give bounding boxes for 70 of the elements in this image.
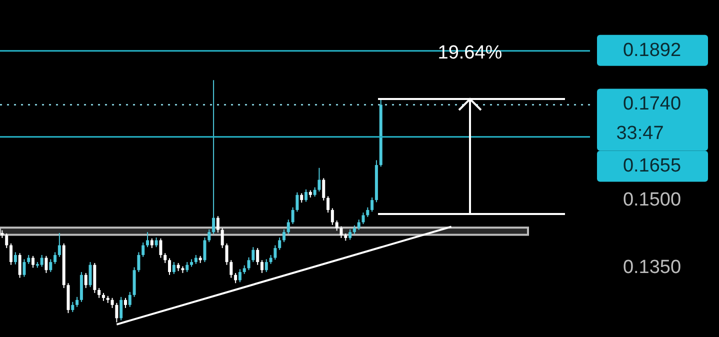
candlestick xyxy=(300,192,304,204)
candlestick xyxy=(146,232,149,248)
candlestick xyxy=(208,228,211,243)
candlestick xyxy=(274,244,277,260)
candlestick xyxy=(260,260,264,274)
candlestick xyxy=(88,262,92,288)
text: 33:47 xyxy=(616,123,664,144)
candlestick xyxy=(247,256,250,271)
candlestick xyxy=(154,237,158,248)
candlestick xyxy=(252,246,255,263)
candlestick xyxy=(49,258,52,273)
candlestick xyxy=(216,216,220,234)
candlestick xyxy=(22,258,26,278)
candlestick xyxy=(230,260,233,278)
candlestick xyxy=(340,226,343,238)
candlestick xyxy=(84,272,88,289)
candlestick xyxy=(150,238,154,249)
candlestick xyxy=(362,212,365,225)
candlestick xyxy=(40,254,44,268)
candlestick xyxy=(304,188,308,202)
candlestick xyxy=(313,186,316,198)
candlestick xyxy=(264,258,268,273)
candlestick xyxy=(278,237,282,250)
candlestick xyxy=(18,252,22,278)
candlestick xyxy=(54,252,57,264)
candlestick xyxy=(44,255,48,274)
candlestick xyxy=(335,220,338,232)
candlestick xyxy=(32,255,35,268)
candlestick xyxy=(124,297,127,308)
candlestick xyxy=(220,228,224,249)
candlestick xyxy=(58,232,61,258)
candlestick xyxy=(348,228,352,240)
candlestick xyxy=(5,232,8,249)
candlestick xyxy=(318,167,321,192)
ref-line-label: 0.1892 xyxy=(622,40,682,61)
candlestick xyxy=(366,206,370,218)
candlestick xyxy=(120,296,123,321)
candlestick xyxy=(76,296,79,308)
candlestick xyxy=(225,242,228,266)
candlestick xyxy=(256,248,260,266)
candlestick xyxy=(98,288,101,298)
candlestick xyxy=(238,268,242,283)
candlestick xyxy=(330,208,334,226)
ref-line-label: 0.1740 xyxy=(622,94,682,115)
candlestick xyxy=(10,242,13,266)
candlestick xyxy=(291,206,294,225)
candlestick xyxy=(164,252,167,264)
candlestick xyxy=(286,219,290,234)
candlestick xyxy=(234,272,238,284)
candlestick xyxy=(296,192,299,212)
candlestick xyxy=(186,262,189,273)
candlestick xyxy=(110,297,114,308)
candlestick xyxy=(203,237,206,263)
candlestick xyxy=(357,219,360,230)
candlestick xyxy=(142,242,145,258)
candlestick xyxy=(14,252,17,265)
candlestick xyxy=(128,291,132,308)
candlestick xyxy=(137,252,140,273)
candlestick xyxy=(282,228,286,243)
candlestick xyxy=(326,196,330,214)
candlestick xyxy=(71,301,74,313)
candlestick xyxy=(322,178,326,201)
candlestick xyxy=(370,196,374,212)
ref-line-label: 0.1655 xyxy=(622,156,682,177)
candlestick xyxy=(172,262,176,274)
y-tick-label: 0.1500 xyxy=(622,190,682,211)
y-tick-label: 0.1350 xyxy=(622,257,682,278)
candlestick xyxy=(159,238,162,258)
candlestick xyxy=(168,258,172,276)
candlestick xyxy=(212,80,216,234)
